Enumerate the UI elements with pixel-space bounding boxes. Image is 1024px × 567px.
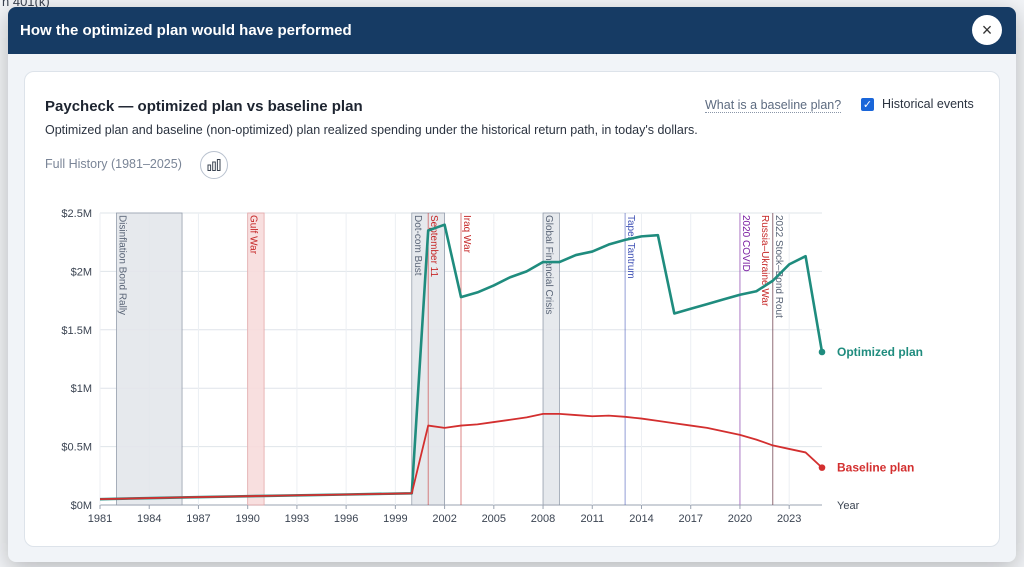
- background-text: n 401(k): [2, 0, 50, 9]
- series-label: Optimized plan: [837, 345, 923, 359]
- y-tick-label: $2M: [71, 266, 92, 278]
- event-label: 2020 COVID: [740, 215, 751, 272]
- y-tick-label: $2.5M: [61, 208, 92, 220]
- x-tick-label: 1996: [334, 513, 358, 525]
- modal-title: How the optimized plan would have perfor…: [20, 22, 352, 39]
- x-tick-label: 1990: [235, 513, 259, 525]
- event-label: Gulf War: [248, 215, 259, 255]
- y-tick-label: $1.5M: [61, 325, 92, 337]
- x-tick-label: 1987: [186, 513, 210, 525]
- event-label: Disinflation Bond Rally: [116, 215, 127, 315]
- x-tick-label: 1984: [137, 513, 161, 525]
- bar-chart-icon: [207, 159, 221, 171]
- card-subtitle: Optimized plan and baseline (non-optimiz…: [45, 123, 698, 137]
- event-band: [116, 212, 183, 506]
- series-endpoint: [818, 348, 826, 356]
- baseline-plan-link[interactable]: What is a baseline plan?: [705, 98, 842, 113]
- event-band: [542, 212, 560, 506]
- event-label: September 11: [428, 215, 439, 278]
- series-endpoint: [818, 464, 826, 471]
- event-label: Taper Tantrum: [625, 215, 636, 279]
- performance-chart: Disinflation Bond Rally Gulf War Dot-com B…: [61, 208, 923, 525]
- x-tick-label: 2023: [777, 513, 801, 525]
- series-label: Baseline plan: [837, 461, 914, 475]
- historical-events-label: Historical events: [882, 97, 974, 111]
- card-title: Paycheck — optimized plan vs baseline pl…: [45, 98, 363, 115]
- x-tick-label: 2017: [678, 513, 702, 525]
- x-tick-label: 2014: [629, 513, 653, 525]
- modal-header: How the optimized plan would have perfor…: [8, 7, 1016, 54]
- event-label: Global Financial Crisis: [543, 215, 554, 314]
- event-label: Russia–Ukraine War: [759, 215, 770, 307]
- close-button[interactable]: ×: [972, 15, 1002, 45]
- x-tick-label: 2008: [531, 513, 555, 525]
- x-tick-label: 1999: [383, 513, 407, 525]
- x-tick-label: 2005: [482, 513, 506, 525]
- x-tick-label: 2020: [728, 513, 752, 525]
- series-line: [99, 223, 824, 501]
- event-label: Dot-com Bust: [412, 215, 423, 276]
- x-axis-title: Year: [837, 500, 860, 512]
- performance-modal: How the optimized plan would have perfor…: [8, 7, 1016, 562]
- historical-events-checkbox[interactable]: ✓: [861, 97, 874, 111]
- x-tick-label: 2011: [580, 513, 604, 525]
- y-tick-label: $1M: [71, 383, 92, 395]
- chart-type-button[interactable]: [200, 151, 228, 179]
- event-label: Iraq War: [461, 215, 472, 254]
- range-label: Full History (1981–2025): [45, 157, 182, 171]
- close-icon: ×: [981, 20, 993, 40]
- x-tick-label: 1981: [88, 513, 112, 525]
- chart-card: Paycheck — optimized plan vs baseline pl…: [24, 71, 1000, 547]
- y-tick-label: $0.5M: [61, 442, 92, 454]
- y-tick-label: $0M: [71, 500, 92, 512]
- event-band: [247, 212, 265, 506]
- x-tick-label: 2002: [432, 513, 456, 525]
- historical-events-toggle[interactable]: ✓ Historical events: [861, 97, 974, 111]
- series-line: [99, 412, 823, 501]
- event-label: 2022 Stock–Bond Rout: [773, 215, 784, 318]
- x-tick-label: 1993: [285, 513, 309, 525]
